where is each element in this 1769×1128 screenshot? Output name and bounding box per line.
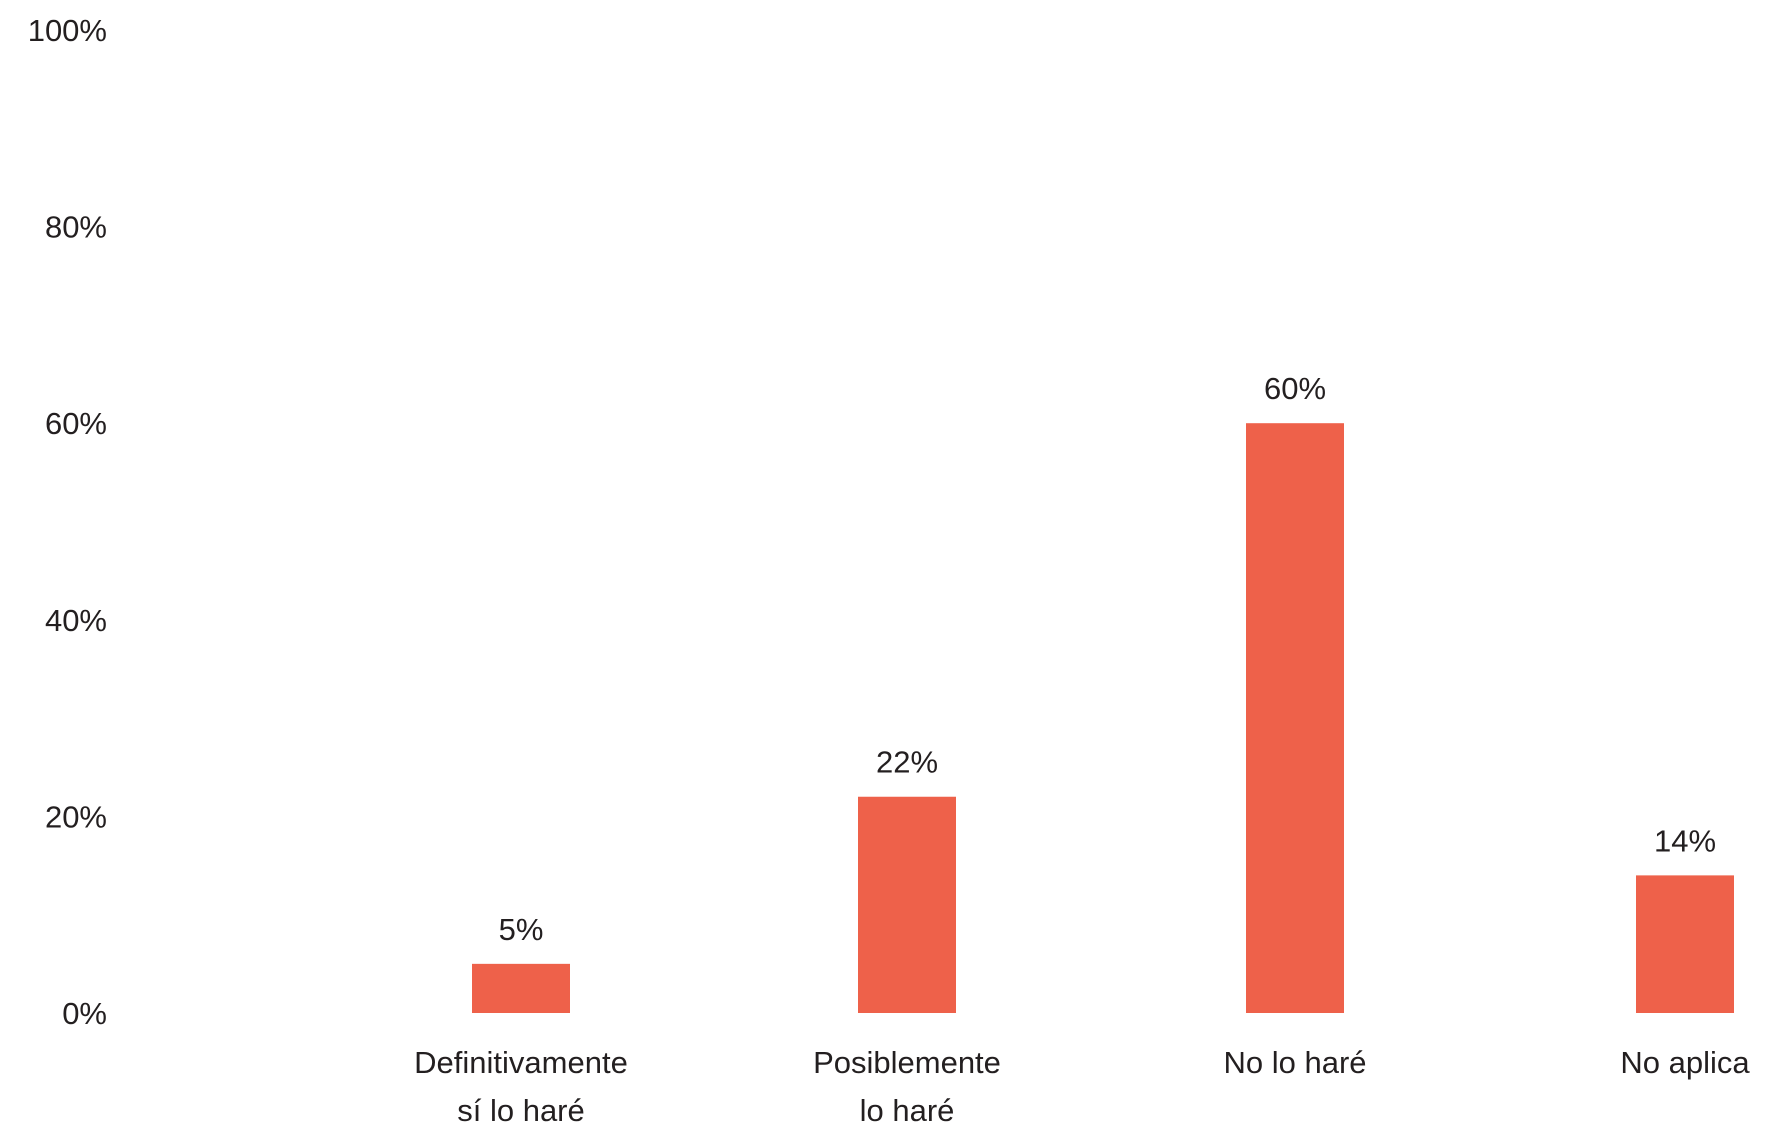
category-label-line: sí lo haré (457, 1093, 585, 1128)
bar (1246, 423, 1344, 1013)
category-label-line: Definitivamente (414, 1045, 628, 1080)
y-tick-label: 100% (28, 13, 107, 48)
category-labels: Definitivamente sí lo haré Posiblemente lo … (414, 1045, 1750, 1128)
bar-value-label: 5% (499, 912, 544, 947)
bar (1636, 875, 1734, 1013)
y-tick-label: 40% (45, 603, 107, 638)
category-label-line: Posiblemente (813, 1045, 1001, 1080)
bar-value-label: 22% (876, 745, 938, 780)
category-label: Definitivamente sí lo haré (414, 1045, 628, 1128)
bar (858, 796, 956, 1013)
bar-value-label: 60% (1264, 371, 1326, 406)
category-label-line: No lo haré (1223, 1045, 1366, 1080)
bar-value-label: 14% (1654, 823, 1716, 858)
category-label: Posiblemente lo haré (813, 1045, 1001, 1128)
category-label-line: lo haré (860, 1093, 955, 1128)
data-labels: 5% 22% 60% 14% (499, 371, 1716, 947)
bars (472, 423, 1734, 1013)
category-label-line: No aplica (1620, 1045, 1750, 1080)
bar (472, 963, 570, 1013)
y-tick-label: 60% (45, 406, 107, 441)
category-label: No lo haré (1223, 1045, 1366, 1080)
y-tick-label: 0% (62, 996, 107, 1031)
category-label: No aplica (1620, 1045, 1750, 1080)
y-axis-tick-labels: 0% 20% 40% 60% 80% 100% (28, 13, 107, 1031)
y-tick-label: 80% (45, 210, 107, 245)
y-tick-label: 20% (45, 799, 107, 834)
